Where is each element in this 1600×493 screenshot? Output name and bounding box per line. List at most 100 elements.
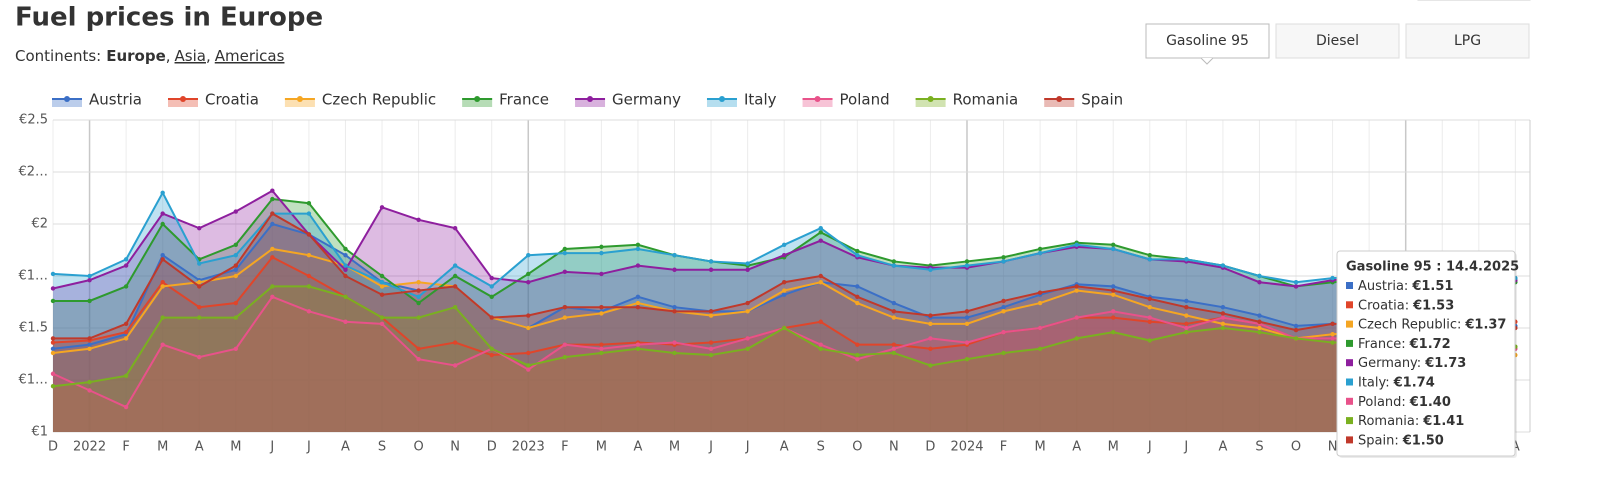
point bbox=[818, 319, 823, 324]
point bbox=[708, 340, 714, 345]
point bbox=[855, 357, 860, 362]
point bbox=[343, 319, 348, 324]
continent-link[interactable]: Americas bbox=[215, 47, 285, 65]
point bbox=[1330, 340, 1335, 345]
tooltip-marker bbox=[1346, 417, 1353, 425]
point bbox=[891, 350, 897, 356]
point bbox=[964, 309, 970, 314]
point bbox=[1111, 292, 1116, 297]
x-tick-label: M bbox=[230, 440, 241, 455]
point bbox=[452, 340, 458, 345]
point bbox=[160, 280, 165, 285]
point bbox=[1220, 263, 1226, 268]
x-tick-label: A bbox=[1218, 440, 1227, 455]
legend-label[interactable]: France bbox=[499, 91, 549, 109]
point bbox=[50, 340, 56, 345]
point bbox=[489, 315, 494, 320]
point bbox=[599, 244, 604, 250]
point bbox=[452, 273, 458, 279]
legend-label[interactable]: Poland bbox=[840, 91, 890, 109]
x-tick-label: F bbox=[561, 440, 568, 455]
point bbox=[855, 352, 860, 358]
area bbox=[53, 296, 1516, 432]
point bbox=[635, 242, 641, 247]
point bbox=[452, 225, 458, 231]
point bbox=[452, 305, 458, 310]
point bbox=[87, 336, 92, 341]
point bbox=[781, 292, 787, 297]
point bbox=[379, 205, 385, 210]
point bbox=[379, 292, 385, 297]
legend-dot bbox=[1056, 96, 1063, 102]
x-tick-label: N bbox=[450, 440, 460, 455]
point bbox=[1257, 325, 1262, 331]
tab-label[interactable]: Diesel bbox=[1316, 33, 1359, 49]
area bbox=[53, 213, 1516, 432]
legend-label[interactable]: Austria bbox=[89, 91, 142, 109]
legend-label[interactable]: Spain bbox=[1081, 91, 1123, 109]
point bbox=[928, 321, 933, 327]
legend-area bbox=[168, 98, 198, 107]
point bbox=[452, 363, 458, 368]
point bbox=[526, 367, 531, 372]
point bbox=[233, 263, 238, 268]
y-tick-label: €1… bbox=[18, 269, 48, 284]
point bbox=[599, 342, 604, 347]
point bbox=[635, 342, 641, 347]
plot: D 2022 F M A M J J A S O N D 2023 F M A M J J A S O N D 2024 F M A M J… bbox=[18, 113, 1531, 455]
x-tick-label: D bbox=[925, 440, 935, 455]
x-tick-label: J bbox=[1183, 440, 1188, 455]
legend-label[interactable]: Germany bbox=[612, 91, 681, 109]
point bbox=[1330, 275, 1335, 281]
x-tick-label: S bbox=[817, 440, 825, 455]
point bbox=[160, 190, 165, 195]
continent-link[interactable]: Asia bbox=[175, 47, 206, 65]
y-tick-label: €1 bbox=[31, 425, 48, 440]
point bbox=[1001, 255, 1006, 260]
legend-label[interactable]: Croatia bbox=[205, 91, 259, 109]
legend-label[interactable]: Italy bbox=[744, 91, 777, 109]
point bbox=[562, 246, 568, 252]
point bbox=[1037, 246, 1043, 252]
tooltip-value: €1.53 bbox=[1412, 298, 1454, 313]
tab-label[interactable]: LPG bbox=[1454, 33, 1481, 49]
point bbox=[1293, 280, 1299, 285]
legend-label[interactable]: Romania bbox=[953, 91, 1019, 109]
point bbox=[964, 340, 970, 345]
tabs: Gasoline 95 Diesel LPG bbox=[1145, 23, 1530, 65]
point bbox=[891, 315, 897, 320]
tab[interactable] bbox=[1145, 23, 1270, 59]
point bbox=[379, 321, 385, 327]
y-tick-label: €1.5 bbox=[19, 321, 48, 336]
y-tick-label: €2 bbox=[31, 217, 48, 232]
point bbox=[745, 346, 750, 351]
tooltip-marker bbox=[1346, 320, 1353, 328]
point bbox=[87, 342, 92, 347]
legend-area bbox=[915, 98, 946, 107]
x-tick-label: A bbox=[780, 440, 789, 455]
point bbox=[818, 273, 823, 279]
point bbox=[672, 253, 677, 258]
point bbox=[489, 284, 494, 289]
point bbox=[599, 250, 604, 256]
legend-label[interactable]: Czech Republic bbox=[322, 91, 436, 109]
point bbox=[123, 404, 129, 410]
legend-dot bbox=[296, 96, 303, 102]
point bbox=[781, 253, 787, 258]
point bbox=[87, 273, 92, 279]
continent-current: Europe bbox=[106, 47, 166, 65]
point bbox=[306, 201, 312, 206]
point bbox=[1293, 336, 1299, 341]
point bbox=[1147, 296, 1152, 302]
point bbox=[745, 261, 750, 266]
point bbox=[562, 305, 568, 310]
point bbox=[416, 280, 421, 285]
tab[interactable] bbox=[1405, 23, 1530, 59]
tooltip-value: €1.40 bbox=[1409, 394, 1451, 409]
point bbox=[197, 280, 202, 285]
point bbox=[964, 259, 970, 264]
point bbox=[1257, 313, 1262, 318]
tab-label[interactable]: Gasoline 95 bbox=[1166, 33, 1249, 49]
point bbox=[855, 248, 860, 254]
tab[interactable] bbox=[1275, 23, 1400, 59]
